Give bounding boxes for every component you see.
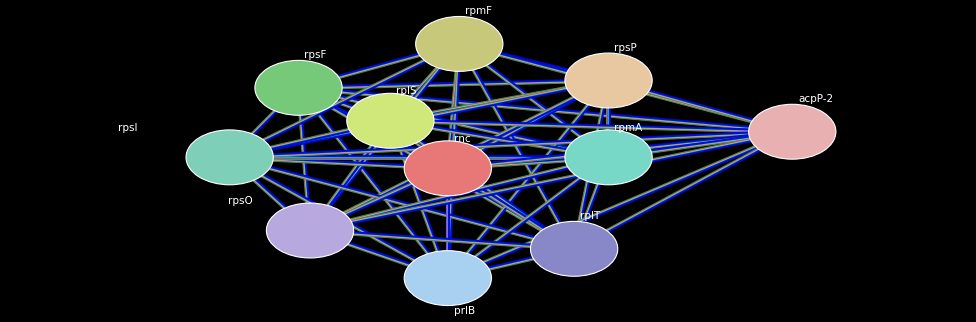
Ellipse shape: [565, 130, 652, 185]
Ellipse shape: [404, 251, 492, 306]
Ellipse shape: [416, 16, 503, 71]
Text: rplT: rplT: [580, 211, 600, 221]
Text: rpsP: rpsP: [614, 43, 637, 52]
Ellipse shape: [531, 222, 618, 276]
Text: prlB: prlB: [454, 306, 474, 316]
Text: rnc: rnc: [454, 134, 470, 144]
Ellipse shape: [255, 60, 343, 115]
Ellipse shape: [266, 203, 353, 258]
Text: acpP-2: acpP-2: [798, 94, 834, 104]
Ellipse shape: [346, 93, 434, 148]
Ellipse shape: [749, 104, 835, 159]
Ellipse shape: [186, 130, 273, 185]
Text: rpmF: rpmF: [465, 6, 492, 16]
Text: rpsF: rpsF: [305, 50, 327, 60]
Text: rpmA: rpmA: [614, 123, 642, 133]
Ellipse shape: [565, 53, 652, 108]
Text: rplS: rplS: [396, 87, 417, 97]
Ellipse shape: [404, 141, 492, 196]
Text: rpsO: rpsO: [227, 196, 253, 206]
Text: rpsl: rpsl: [118, 123, 138, 133]
